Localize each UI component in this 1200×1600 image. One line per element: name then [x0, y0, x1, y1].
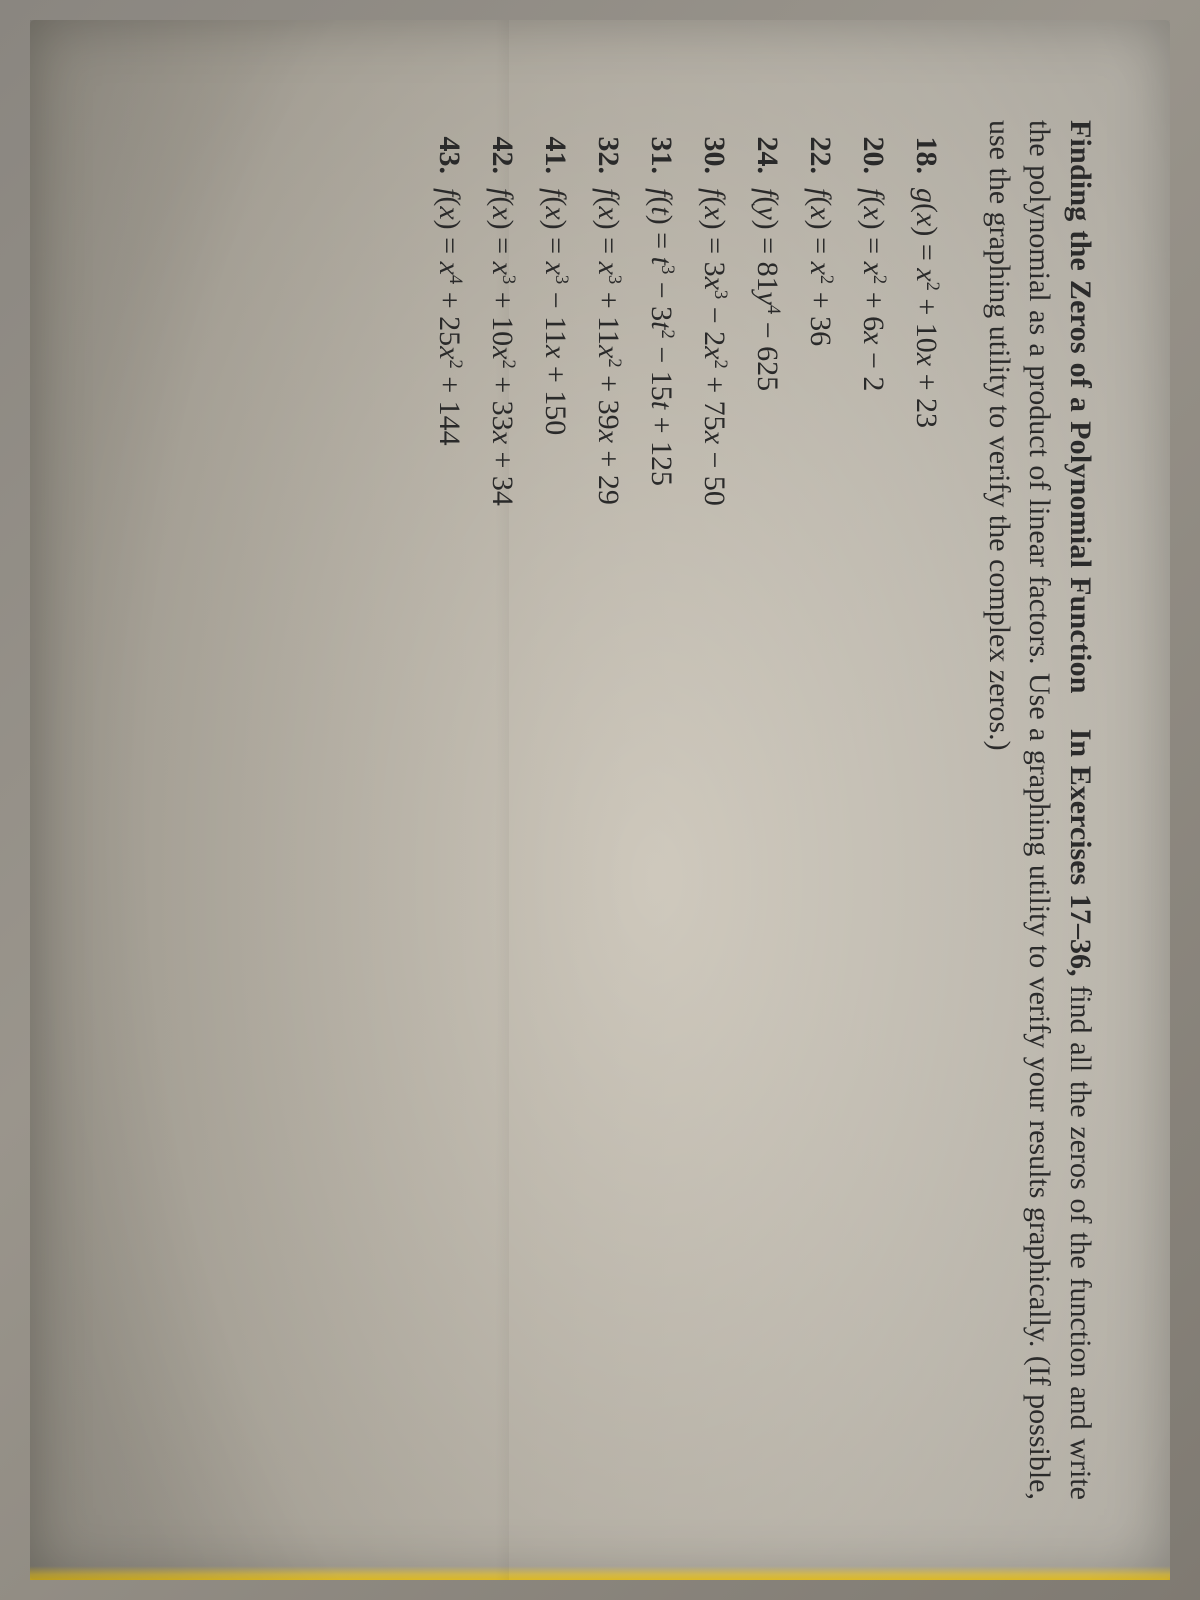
problem-expression: f(x) = x3 + 10x2 + 33x + 34 — [478, 188, 529, 506]
section-heading: Finding the Zeros of a Polynomial Functi… — [979, 120, 1101, 1500]
problem-row: 42. f(x) = x3 + 10x2 + 33x + 34 — [478, 120, 529, 1500]
heading-lead: Finding the Zeros of a Polynomial Functi… — [1064, 120, 1097, 694]
problem-number: 20. — [849, 120, 900, 174]
problem-number: 30. — [690, 120, 741, 174]
problem-row: 31. f(t) = t3 − 3t2 − 15t + 125 — [637, 120, 688, 1500]
problem-expression: f(t) = t3 − 3t2 − 15t + 125 — [637, 188, 688, 486]
problem-row: 32. f(x) = x3 + 11x2 + 39x + 29 — [584, 120, 635, 1500]
problem-expression: f(y) = 81y4 − 625 — [743, 188, 794, 391]
problem-expression: f(x) = x3 + 11x2 + 39x + 29 — [584, 188, 635, 505]
problem-number: 24. — [743, 120, 794, 174]
textbook-page: Finding the Zeros of a Polynomial Functi… — [30, 20, 1170, 1580]
page-content: Finding the Zeros of a Polynomial Functi… — [423, 120, 1101, 1500]
problem-expression: f(x) = 3x3 − 2x2 + 75x − 50 — [690, 188, 741, 506]
problem-expression: g(x) = x2 + 10x + 23 — [902, 188, 953, 428]
problem-row: 41. f(x) = x3 − 11x + 150 — [531, 120, 582, 1500]
photo-frame: Finding the Zeros of a Polynomial Functi… — [0, 0, 1200, 1600]
problem-number: 43. — [425, 120, 476, 174]
problem-expression: f(x) = x2 + 6x − 2 — [849, 188, 900, 391]
problem-list: 18. g(x) = x2 + 10x + 2320. f(x) = x2 + 6x… — [425, 120, 953, 1500]
problem-row: 20. f(x) = x2 + 6x − 2 — [849, 120, 900, 1500]
problem-row: 43. f(x) = x4 + 25x2 + 144 — [425, 120, 476, 1500]
yellow-highlight-edge — [30, 1566, 1170, 1580]
problem-row: 22. f(x) = x2 + 36 — [796, 120, 847, 1500]
problem-number: 42. — [478, 120, 529, 174]
problem-expression: f(x) = x3 − 11x + 150 — [531, 188, 582, 435]
problem-row: 24. f(y) = 81y4 − 625 — [743, 120, 794, 1500]
heading-range: In Exercises 17–36, — [1064, 729, 1097, 977]
problem-number: 41. — [531, 120, 582, 174]
problem-number: 18. — [902, 120, 953, 174]
problem-row: 30. f(x) = 3x3 − 2x2 + 75x − 50 — [690, 120, 741, 1500]
problem-row: 18. g(x) = x2 + 10x + 23 — [902, 120, 953, 1500]
problem-expression: f(x) = x2 + 36 — [796, 188, 847, 346]
problem-number: 31. — [637, 120, 688, 174]
problem-number: 32. — [584, 120, 635, 174]
problem-number: 22. — [796, 120, 847, 174]
problem-expression: f(x) = x4 + 25x2 + 144 — [425, 188, 476, 446]
